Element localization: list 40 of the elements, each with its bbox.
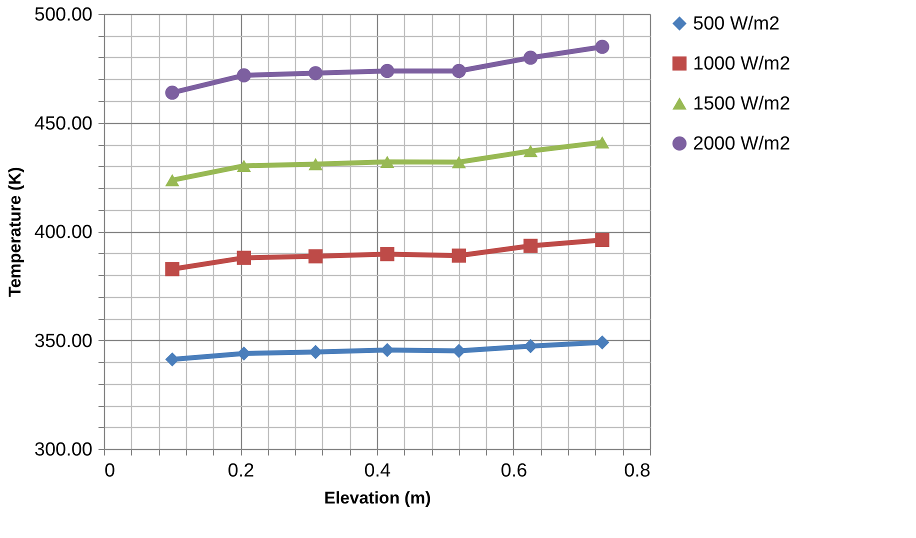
point [523,144,538,158]
legend-label: 1500 W/m2 [693,94,790,114]
x-tick-label: 0.8 [624,460,650,482]
point [595,136,610,148]
point [308,66,323,80]
y-tick-label: 400.00 [34,222,92,243]
point [236,68,251,82]
y-tick-label: 300.00 [34,440,92,460]
point [523,238,538,253]
point [165,262,180,276]
point [452,248,466,263]
point [595,232,610,248]
point [165,86,180,100]
legend-label: 500 W/m2 [693,14,780,34]
point [308,249,323,264]
x-tick-label: 0 [104,460,116,482]
x-tick-label: 0.4 [364,460,392,482]
point [236,346,251,361]
y-tick-label: 500.00 [34,4,92,26]
y-tick-label: 450.00 [34,113,92,134]
point [236,250,251,265]
point [380,64,394,78]
point [165,352,180,366]
point [595,335,610,350]
point [236,160,251,172]
point [308,158,323,170]
legend-label: 2000 W/m2 [693,134,790,154]
y-tick-label: 350.00 [34,330,92,352]
legend-label: 1000 W/m2 [693,54,790,74]
point [165,174,180,186]
x-axis-title: Elevation (m) [324,488,431,508]
point [595,40,610,54]
x-tick-label: 0.6 [500,460,528,482]
point [380,156,394,168]
point [523,50,538,65]
x-tick-label: 0.2 [228,460,254,482]
y-axis-title: Temperature (K) [5,166,24,298]
point [452,156,466,168]
point [380,247,394,262]
point [452,64,466,78]
